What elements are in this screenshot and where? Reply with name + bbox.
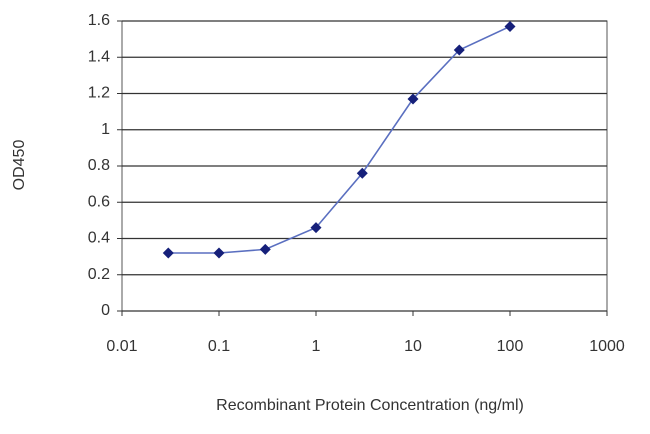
x-tick-label: 1000 — [589, 338, 625, 355]
y-tick-label: 0.2 — [88, 266, 110, 283]
y-tick-label: 1.4 — [88, 48, 110, 65]
x-tick-label: 10 — [404, 338, 422, 355]
y-tick-label: 0.6 — [88, 193, 110, 210]
y-tick-label: 1.2 — [88, 85, 110, 102]
data-point — [407, 93, 419, 105]
data-point — [453, 44, 465, 56]
x-tick-label: 1 — [312, 338, 321, 355]
y-tick-label: 0.4 — [88, 230, 110, 247]
y-tick-label: 0 — [101, 302, 110, 319]
y-tick-label: 1.6 — [88, 12, 110, 29]
y-tick-label: 1 — [101, 121, 110, 138]
data-point — [310, 222, 322, 234]
data-point — [356, 167, 368, 179]
x-tick-label: 0.01 — [106, 338, 137, 355]
x-axis-label: Recombinant Protein Concentration (ng/ml… — [216, 397, 524, 414]
y-tick-label: 0.8 — [88, 157, 110, 174]
data-point — [162, 247, 174, 259]
data-point — [504, 20, 516, 32]
data-point — [213, 247, 225, 259]
data-line — [168, 25, 511, 254]
x-tick-label: 100 — [497, 338, 524, 355]
data-point — [259, 243, 271, 255]
y-axis-label: OD450 — [11, 140, 28, 191]
x-tick-label: 0.1 — [208, 338, 230, 355]
